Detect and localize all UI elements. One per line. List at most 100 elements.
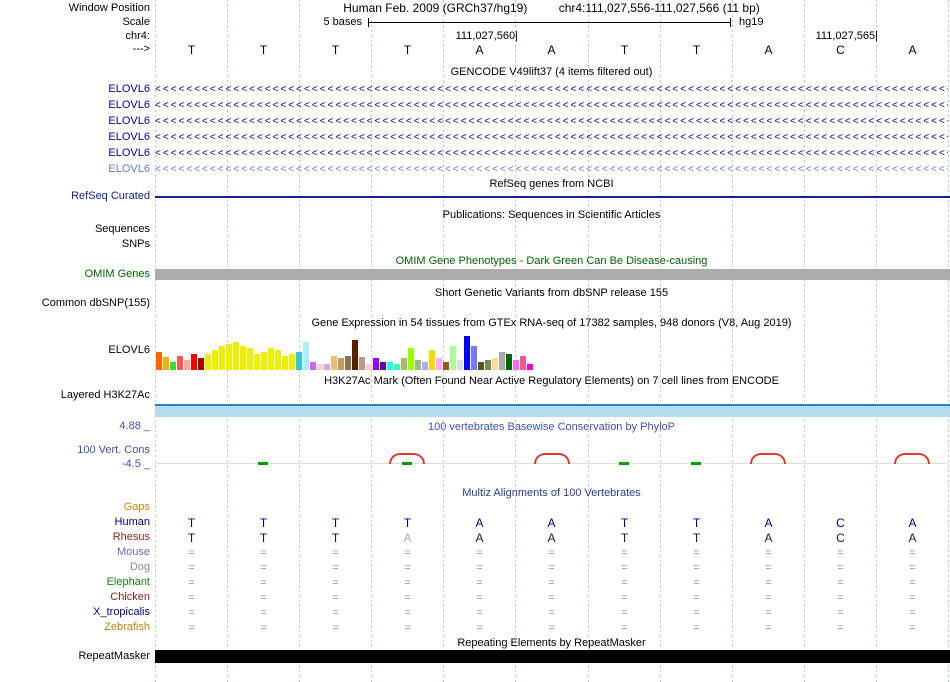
gtex-tissue-bar	[485, 360, 491, 370]
gtex-tissue-bar	[422, 362, 428, 370]
gene-intron-arrows[interactable]: <<<<<<<<<<<<<<<<<<<<<<<<<<<<<<<<<<<<<<<<…	[155, 116, 948, 127]
gene-intron-arrows[interactable]: <<<<<<<<<<<<<<<<<<<<<<<<<<<<<<<<<<<<<<<<…	[155, 164, 948, 175]
gene-label-elovl6[interactable]: ELOVL6	[108, 115, 150, 127]
gene-intron-arrows[interactable]: <<<<<<<<<<<<<<<<<<<<<<<<<<<<<<<<<<<<<<<<…	[155, 148, 948, 159]
omim-genes-track[interactable]	[155, 269, 950, 280]
multiz-cell: =	[548, 577, 555, 589]
gtex-tissue-bar	[471, 346, 477, 370]
gtex-tissue-bar	[443, 362, 449, 370]
gene-label-elovl6[interactable]: ELOVL6	[108, 99, 150, 111]
multiz-cell: A	[908, 531, 917, 545]
base-letter: A	[764, 43, 773, 57]
gene-label-elovl6[interactable]: ELOVL6	[108, 147, 150, 159]
multiz-cell: T	[331, 531, 340, 545]
multiz-cell: =	[693, 577, 700, 589]
multiz-cell: =	[621, 577, 628, 589]
base-guideline	[227, 0, 228, 682]
assembly-name: Human Feb. 2009 (GRCh37/hg19)	[343, 1, 528, 15]
multiz-cell: A	[403, 531, 412, 545]
h3k27ac-signal-line	[155, 404, 950, 406]
multiz-cell: T	[259, 516, 268, 530]
label-strand-arrow: --->	[132, 43, 150, 55]
gtex-tissue-bar	[310, 362, 316, 370]
multiz-cell: =	[837, 547, 844, 559]
label-common-dbsnp[interactable]: Common dbSNP(155)	[41, 297, 150, 309]
multiz-cell: =	[332, 607, 339, 619]
gene-intron-arrows[interactable]: <<<<<<<<<<<<<<<<<<<<<<<<<<<<<<<<<<<<<<<<…	[155, 132, 948, 143]
multiz-cell: =	[621, 607, 628, 619]
gtex-tissue-bar	[156, 352, 162, 370]
label-repeatmasker[interactable]: RepeatMasker	[78, 650, 150, 662]
multiz-species-label[interactable]: Human	[114, 516, 150, 528]
multiz-cell: =	[260, 592, 267, 604]
multiz-cell: A	[764, 516, 773, 530]
multiz-cell: =	[909, 592, 916, 604]
repeatmasker-track[interactable]	[155, 650, 950, 663]
multiz-species-label[interactable]: X_tropicalis	[93, 606, 150, 618]
gene-intron-arrows[interactable]: <<<<<<<<<<<<<<<<<<<<<<<<<<<<<<<<<<<<<<<<…	[155, 84, 948, 95]
multiz-cell: =	[909, 622, 916, 634]
coordinate-tick-right: 111,027,565|	[815, 30, 878, 42]
header-publications: Publications: Sequences in Scientific Ar…	[442, 209, 661, 221]
gtex-tissue-bar	[408, 348, 414, 370]
multiz-alignment-row[interactable]: = = = = = = = = = = =	[155, 576, 948, 590]
gtex-tissue-bar	[415, 360, 421, 370]
multiz-species-label[interactable]: Mouse	[116, 546, 150, 558]
label-sequences[interactable]: Sequences	[94, 223, 150, 235]
h3k27ac-track[interactable]	[155, 404, 950, 417]
multiz-species-label[interactable]: Chicken	[110, 591, 150, 603]
multiz-alignment-row[interactable]: = = = = = = = = = = =	[155, 606, 948, 620]
multiz-species-label[interactable]: Gaps	[123, 501, 150, 513]
multiz-alignment-row[interactable]: = = = = = = = = = = =	[155, 561, 948, 575]
gtex-tissue-bar	[254, 354, 260, 370]
multiz-cell: =	[621, 622, 628, 634]
multiz-species-label[interactable]: Zebrafish	[104, 621, 150, 633]
gtex-tissue-bar	[205, 354, 211, 370]
multiz-cell: =	[260, 577, 267, 589]
gtex-tissue-bar	[478, 362, 484, 370]
multiz-cell: =	[693, 622, 700, 634]
multiz-species-label[interactable]: Rhesus	[112, 531, 150, 543]
base-guideline	[443, 0, 444, 682]
multiz-cell: =	[765, 562, 772, 574]
multiz-cell: =	[693, 607, 700, 619]
multiz-alignment-row[interactable]	[155, 501, 948, 515]
gtex-expression-track[interactable]	[156, 334, 949, 370]
gene-label-elovl6[interactable]: ELOVL6	[108, 83, 150, 95]
label-layered-h3k27ac[interactable]: Layered H3K27Ac	[60, 389, 150, 401]
multiz-cell: =	[693, 592, 700, 604]
multiz-cell: =	[693, 562, 700, 574]
multiz-species-label[interactable]: Dog	[129, 561, 150, 573]
label-snps[interactable]: SNPs	[121, 238, 150, 250]
phylop-conservation-track[interactable]	[155, 432, 948, 474]
label-omim-genes[interactable]: OMIM Genes	[84, 268, 150, 280]
multiz-alignment-row[interactable]: = = = = = = = = = = =	[155, 621, 948, 635]
multiz-species-label[interactable]: Elephant	[106, 576, 150, 588]
label-refseq-curated[interactable]: RefSeq Curated	[71, 190, 150, 202]
label-cons-track[interactable]: 100 Vert. Cons	[77, 444, 150, 456]
conservation-mark-green	[691, 462, 701, 465]
multiz-alignment-row[interactable]: = = = = = = = = = = =	[155, 591, 948, 605]
gene-label-elovl6[interactable]: ELOVL6	[108, 163, 150, 175]
base-letter: A	[547, 43, 556, 57]
base-letter: T	[620, 43, 629, 57]
label-gtex-gene[interactable]: ELOVL6	[108, 344, 150, 356]
multiz-cell: C	[836, 531, 845, 545]
gtex-tissue-bar	[198, 358, 204, 370]
gtex-tissue-bar	[177, 356, 183, 370]
gene-label-elovl6[interactable]: ELOVL6	[108, 131, 150, 143]
refseq-curated-track[interactable]	[155, 196, 950, 198]
multiz-alignment-row[interactable]: = = = = = = = = = = =	[155, 546, 948, 560]
base-letter: T	[259, 43, 268, 57]
gtex-tissue-bar	[394, 364, 400, 370]
multiz-cell: =	[476, 577, 483, 589]
multiz-cell: =	[837, 562, 844, 574]
multiz-cell: =	[404, 607, 411, 619]
gtex-tissue-bar	[289, 354, 295, 370]
gtex-tissue-bar	[282, 356, 288, 370]
gene-intron-arrows[interactable]: <<<<<<<<<<<<<<<<<<<<<<<<<<<<<<<<<<<<<<<<…	[155, 100, 948, 111]
